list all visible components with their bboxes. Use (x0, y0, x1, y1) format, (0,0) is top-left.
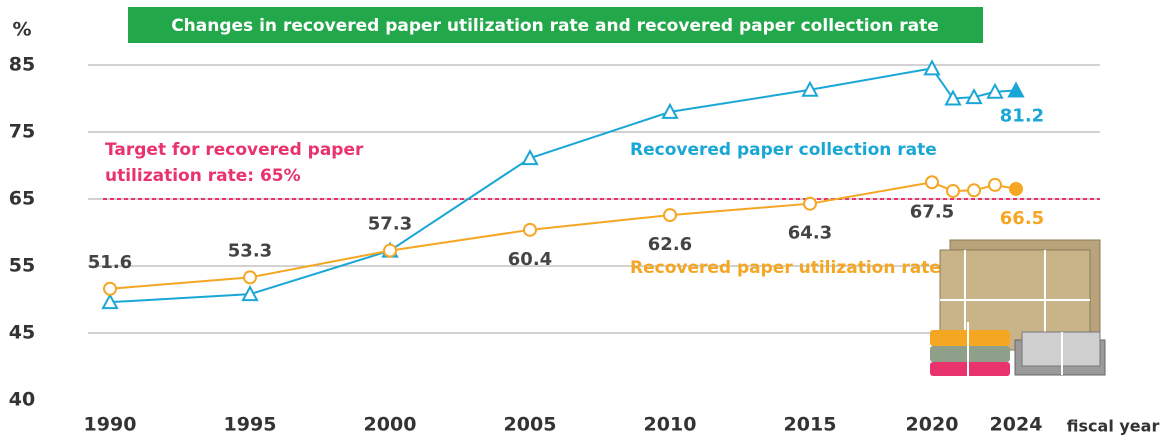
x-tick-label: 2024 (990, 414, 1043, 436)
x-tick-label: 2015 (784, 414, 837, 436)
triangle-marker (986, 82, 1004, 99)
x-tick-label: 1995 (224, 414, 277, 436)
data-label: 81.2 (1000, 105, 1044, 126)
target-label: utilization rate: 65% (105, 166, 301, 186)
triangle-marker (801, 80, 819, 97)
y-unit: % (12, 19, 31, 41)
data-label: 57.3 (368, 214, 412, 235)
circle-marker (663, 208, 677, 223)
target-label: Target for recovered paper (105, 140, 364, 160)
triangle-marker (521, 149, 539, 166)
triangle-marker (965, 88, 983, 105)
x-tick-label: 2005 (504, 414, 557, 436)
y-tick-label: 75 (9, 121, 35, 143)
x-tick-label: 2010 (644, 414, 697, 436)
y-tick-label: 85 (9, 54, 35, 76)
circle-marker (103, 281, 117, 296)
x-tick-label: 2020 (906, 414, 959, 436)
circle-marker (925, 175, 939, 190)
data-label: 62.6 (648, 234, 692, 255)
series-label: Recovered paper collection rate (630, 140, 937, 160)
title-box (128, 7, 983, 43)
circle-marker (946, 183, 960, 198)
circle-marker (967, 183, 981, 198)
y-tick-label: 55 (9, 255, 35, 277)
data-label: 51.6 (88, 252, 132, 273)
triangle-marker (944, 89, 962, 106)
x-tick-label: 1990 (84, 414, 137, 436)
series-label: Recovered paper utilization rate (630, 258, 941, 278)
y-tick-label: 45 (9, 322, 35, 344)
x-axis-label: fiscal year (1067, 417, 1160, 436)
circle-marker (523, 222, 537, 237)
circle-marker (383, 243, 397, 258)
triangle-marker (101, 293, 119, 310)
illustration (930, 239, 1106, 376)
circle-marker (243, 270, 257, 285)
circle-marker (1009, 181, 1023, 196)
y-tick-label: 40 (9, 389, 35, 411)
data-label: 66.5 (1000, 208, 1044, 229)
chart-title: Changes in recovered paper utilization r… (171, 16, 939, 36)
circle-marker (803, 196, 817, 211)
data-label: 53.3 (228, 240, 272, 261)
circle-marker (988, 177, 1002, 192)
y-tick-label: 65 (9, 188, 35, 210)
x-tick-label: 2000 (364, 414, 417, 436)
triangle-marker (241, 285, 259, 302)
data-label: 60.4 (508, 249, 552, 270)
data-label: 64.3 (788, 223, 832, 244)
triangle-marker (923, 59, 941, 76)
triangle-marker (661, 102, 679, 119)
data-label: 67.5 (910, 201, 954, 222)
triangle-marker (1007, 81, 1025, 98)
